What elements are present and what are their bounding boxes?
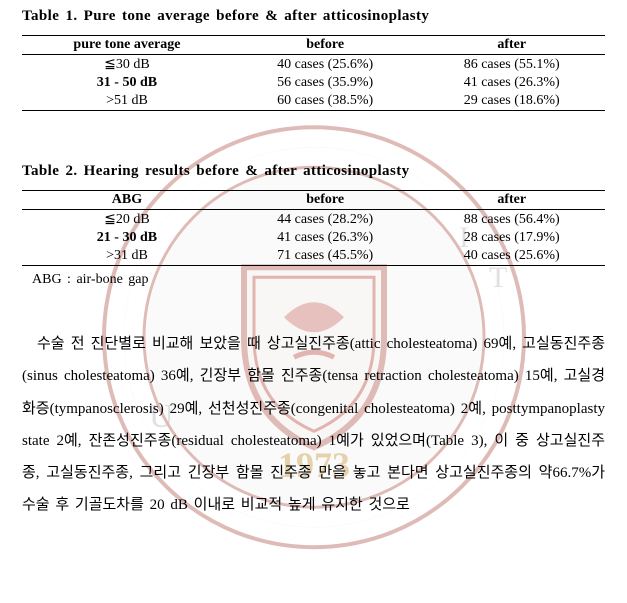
body-paragraph: 수술 전 진단별로 비교해 보았을 때 상고실진주종(attic cholest… [22,328,605,522]
table2-row: >31 dB 71 cases (45.5%) 40 cases (25.6%) [22,247,605,266]
table1-h0: pure tone average [22,36,232,55]
table2-row: 21 - 30 dB 41 cases (26.3%) 28 cases (17… [22,229,605,247]
table1-row: ≦30 dB 40 cases (25.6%) 86 cases (55.1%) [22,55,605,75]
page-content: Table 1. Pure tone average before & afte… [0,0,627,522]
table1-title: Table 1. Pure tone average before & afte… [22,8,605,25]
table1-h2: after [418,36,605,55]
table2: ABG before after ≦20 dB 44 cases (28.2%)… [22,190,605,266]
table2-footnote: ABG : air-bone gap [32,272,605,288]
table1-row: 31 - 50 dB 56 cases (35.9%) 41 cases (26… [22,74,605,92]
table2-title: Table 2. Hearing results before & after … [22,163,605,180]
table2-h1: before [232,191,419,210]
table1-h1: before [232,36,419,55]
table1: pure tone average before after ≦30 dB 40… [22,35,605,111]
table1-row: >51 dB 60 cases (38.5%) 29 cases (18.6%) [22,92,605,111]
table2-h2: after [418,191,605,210]
table2-h0: ABG [22,191,232,210]
table2-row: ≦20 dB 44 cases (28.2%) 88 cases (56.4%) [22,210,605,230]
